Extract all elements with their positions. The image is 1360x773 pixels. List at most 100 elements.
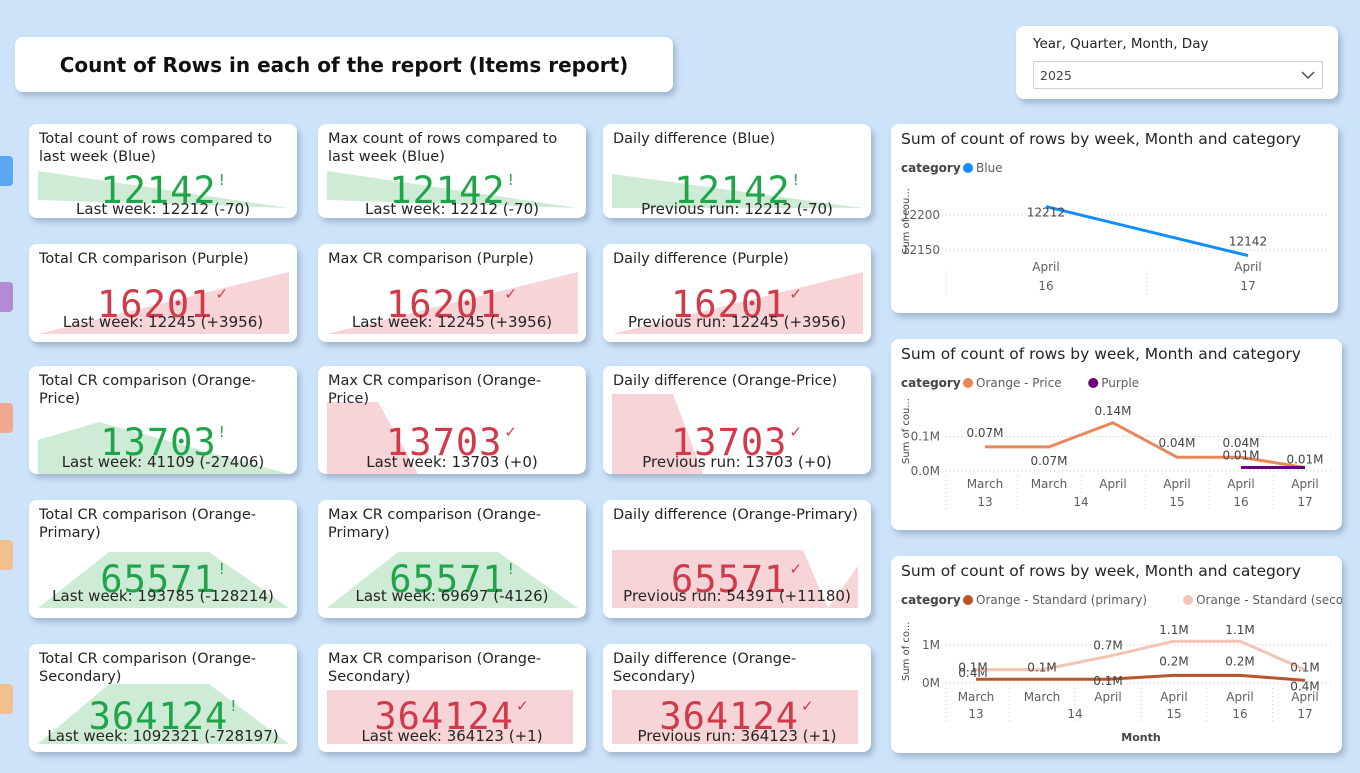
check-icon: ✓ (215, 285, 229, 303)
kpi-card[interactable]: Daily difference (Orange-Primary) 65571 ✓ P… (603, 500, 871, 618)
y-axis-label: Sum of cou... (901, 398, 912, 464)
kpi-card[interactable]: Total CR comparison (Orange-Secondary) 36… (29, 644, 297, 752)
chevron-down-icon[interactable] (1300, 67, 1316, 83)
page-tab-marker[interactable] (0, 156, 13, 186)
page-tab-marker[interactable] (0, 403, 13, 433)
kpi-trend-background (38, 684, 289, 744)
kpi-card[interactable]: Total CR comparison (Orange-Primary) 6557… (29, 500, 297, 618)
kpi-value-number: 65571 (671, 558, 788, 601)
kpi-trend-background (327, 690, 573, 744)
kpi-comparison-text: Last week: 364123 (+1) (361, 727, 543, 745)
kpi-card-title: Daily difference (Purple) (613, 251, 789, 267)
slicer-dropdown[interactable]: 2025 (1033, 61, 1323, 89)
kpi-card-title: Daily difference (Orange-Price) (613, 373, 838, 389)
data-label: 0.1M (958, 661, 987, 675)
date-slicer[interactable]: Year, Quarter, Month, Day 2025 (1016, 26, 1338, 99)
kpi-comparison-text: Last week: 41109 (-27406) (61, 453, 265, 471)
kpi-value-number: 16201 (386, 283, 503, 326)
x-week-label: 17 (1240, 279, 1255, 293)
data-label: 0.04M (1158, 436, 1195, 450)
page-tab-marker[interactable] (0, 282, 13, 312)
data-label: 0.2M (1159, 654, 1188, 668)
x-tick-label: April (1291, 477, 1318, 491)
page-title: Count of Rows in each of the report (Ite… (59, 52, 629, 77)
kpi-card-title: Max CR comparison (Orange-Primary) (328, 507, 542, 541)
kpi-value: 13703! (29, 412, 297, 463)
kpi-card[interactable]: Daily difference (Orange-Secondary) 36412… (603, 644, 871, 752)
orange-price-purple-line-chart[interactable]: Sum of count of rows by week, Month and … (891, 339, 1342, 530)
kpi-value-number: 65571 (389, 558, 506, 601)
data-label: 0.1M (1290, 661, 1319, 675)
kpi-card[interactable]: Max CR comparison (Orange-Primary) 65571!… (318, 500, 586, 618)
kpi-card-title: Max CR comparison (Purple) (328, 251, 534, 267)
kpi-trend-area (327, 690, 573, 744)
kpi-card[interactable]: Max count of rows compared to last week … (318, 124, 586, 218)
x-tick-label: April (1163, 477, 1190, 491)
kpi-card[interactable]: Max CR comparison (Purple) 16201 ✓ Last wee… (318, 244, 586, 342)
kpi-trend-background (38, 272, 289, 334)
kpi-value-number: 65571 (100, 558, 217, 601)
kpi-comparison-text: Previous run: 12245 (+3956) (627, 313, 847, 331)
kpi-value: 364124 ✓ (603, 686, 871, 737)
blue-line-chart[interactable]: Sum of count of rows by week, Month and … (891, 124, 1338, 313)
data-label: 0.2M (1225, 654, 1254, 668)
data-label: 0.07M (1030, 454, 1067, 468)
x-tick-label: March (967, 477, 1004, 491)
data-label: 12212 (1027, 206, 1065, 220)
y-tick-label: 1M (922, 638, 940, 652)
check-icon: ✓ (789, 560, 803, 578)
kpi-value: 16201 ✓ (603, 274, 871, 325)
kpi-value-number: 12142 (100, 169, 217, 212)
legend-entry: Purple (1101, 376, 1139, 390)
kpi-card[interactable]: Daily difference (Purple) 16201 ✓ Previous … (603, 244, 871, 342)
kpi-comparison-text: Last week: 12245 (+3956) (62, 313, 264, 331)
chart-title: Sum of count of rows by week, Month and … (901, 130, 1301, 148)
x-week-label: 15 (1166, 707, 1181, 721)
kpi-card-title: Daily difference (Blue) (613, 131, 776, 147)
kpi-value: 13703 ✓ (603, 412, 871, 463)
x-tick-label: April (1032, 260, 1059, 274)
kpi-comparison-text: Last week: 13703 (+0) (366, 453, 538, 471)
x-tick-label: March (1024, 690, 1061, 704)
chart-title: Sum of count of rows by week, Month and … (901, 345, 1301, 363)
check-icon: ✓ (504, 423, 518, 441)
kpi-card-title: Max CR comparison (Orange-Price) (328, 373, 542, 407)
kpi-trend-area (38, 171, 289, 208)
x-tick-label: April (1226, 690, 1253, 704)
kpi-card[interactable]: Total CR comparison (Purple) 16201 ✓ Last w… (29, 244, 297, 342)
kpi-trend-background (612, 690, 858, 744)
page-tab-marker[interactable] (0, 684, 13, 714)
orange-standard-line-chart[interactable]: Sum of count of rows by week, Month and … (891, 556, 1342, 753)
data-label: 0.7M (1093, 638, 1122, 652)
data-label: 1.1M (1159, 623, 1188, 637)
kpi-comparison-text: Last week: 12245 (+3956) (351, 313, 553, 331)
x-tick-label: March (1031, 477, 1068, 491)
y-tick-label: 0.0M (911, 464, 940, 478)
kpi-card[interactable]: Total count of rows compared to last wee… (29, 124, 297, 218)
y-tick-label: 12200 (902, 208, 940, 222)
kpi-value: 65571! (318, 549, 586, 600)
kpi-trend-area (327, 171, 578, 208)
kpi-card[interactable]: Daily difference (Blue) 12142! Previous ru… (603, 124, 871, 218)
kpi-card[interactable]: Max CR comparison (Orange-Secondary) 3641… (318, 644, 586, 752)
kpi-card-title: Total CR comparison (Purple) (39, 251, 249, 267)
y-axis-label: Sum of co... (901, 622, 912, 681)
kpi-card[interactable]: Max CR comparison (Orange-Price) 13703 ✓ La… (318, 366, 586, 474)
x-week-label: 16 (1233, 495, 1248, 509)
legend-marker (963, 378, 973, 388)
kpi-comparison-text: Previous run: 13703 (+0) (642, 453, 832, 471)
series-line (1045, 205, 1249, 258)
data-label: 0.07M (966, 426, 1003, 440)
kpi-value: 13703 ✓ (318, 412, 586, 463)
kpi-card[interactable]: Daily difference (Orange-Price) 13703 ✓ Pre… (603, 366, 871, 474)
page-tab-marker[interactable] (0, 540, 13, 570)
legend-marker (963, 595, 973, 605)
kpi-trend-background (612, 394, 703, 474)
kpi-card[interactable]: Total CR comparison (Orange-Price) 13703!… (29, 366, 297, 474)
kpi-card-title: Max count of rows compared to last week … (328, 131, 558, 165)
legend-entry: Orange - Price (976, 376, 1062, 390)
series-line (976, 639, 1306, 672)
chart-title: Sum of count of rows by week, Month and … (901, 562, 1301, 580)
slicer-label: Year, Quarter, Month, Day (1033, 36, 1209, 52)
legend-title: category (901, 161, 961, 175)
